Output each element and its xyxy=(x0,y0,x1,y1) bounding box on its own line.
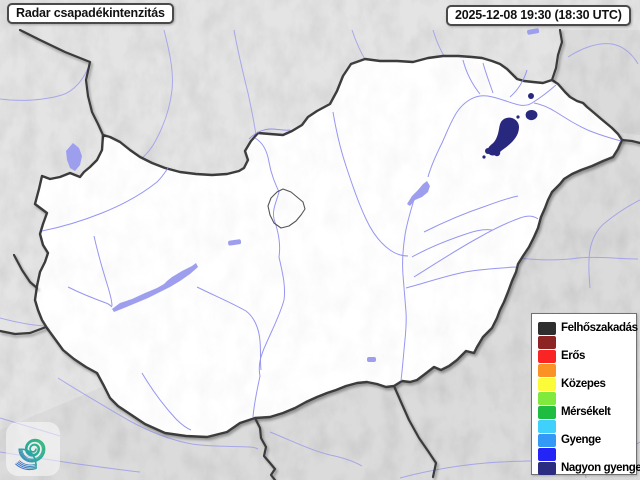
legend-label: Felhőszakadás xyxy=(561,321,638,334)
legend-row: Nagyon gyenge xyxy=(532,462,640,476)
rivers-inside xyxy=(41,59,622,431)
legend-swatch xyxy=(538,392,556,406)
legend-label: Közepes xyxy=(561,377,606,390)
precipitation-echoes xyxy=(482,93,538,159)
legend-row xyxy=(532,448,636,462)
lake-tisza xyxy=(407,181,430,206)
legend-row: Felhőszakadás xyxy=(532,321,638,335)
legend-swatch xyxy=(538,448,556,462)
lake-balaton xyxy=(112,263,198,312)
legend-row: Erős xyxy=(532,349,636,363)
budapest-outline xyxy=(267,188,306,229)
foreign-borders xyxy=(0,28,640,480)
map-title: Radar csapadékintenzitás xyxy=(7,3,174,24)
legend-row xyxy=(532,335,636,349)
lake-ferto xyxy=(66,143,82,171)
legend-label: Erős xyxy=(561,349,585,362)
legend-row xyxy=(532,420,636,434)
legend-swatch xyxy=(538,420,556,434)
timestamp: 2025-12-08 19:30 (18:30 UTC) xyxy=(446,5,631,26)
legend-row: Közepes xyxy=(532,377,636,391)
legend-swatch xyxy=(538,462,556,476)
legend-label: Mérsékelt xyxy=(561,406,611,419)
lakes xyxy=(66,28,540,362)
legend-swatch xyxy=(538,335,556,349)
legend-row: Mérsékelt xyxy=(532,406,636,420)
legend-swatch xyxy=(538,363,556,377)
legend-swatch xyxy=(538,349,556,363)
legend-row xyxy=(532,363,636,377)
legend-label: Nagyon gyenge xyxy=(561,462,640,475)
legend-swatch xyxy=(538,321,556,335)
legend-row: Gyenge xyxy=(532,434,636,448)
legend-row xyxy=(532,391,636,406)
legend-swatch xyxy=(538,434,556,448)
lake-velence xyxy=(228,239,242,246)
intensity-legend: Felhőszakadás Erős Közepes xyxy=(531,313,640,476)
legend-swatch xyxy=(538,406,556,420)
hungaromet-spiral-logo xyxy=(6,422,60,476)
legend-label: Gyenge xyxy=(561,434,601,447)
legend-swatch xyxy=(538,377,556,391)
